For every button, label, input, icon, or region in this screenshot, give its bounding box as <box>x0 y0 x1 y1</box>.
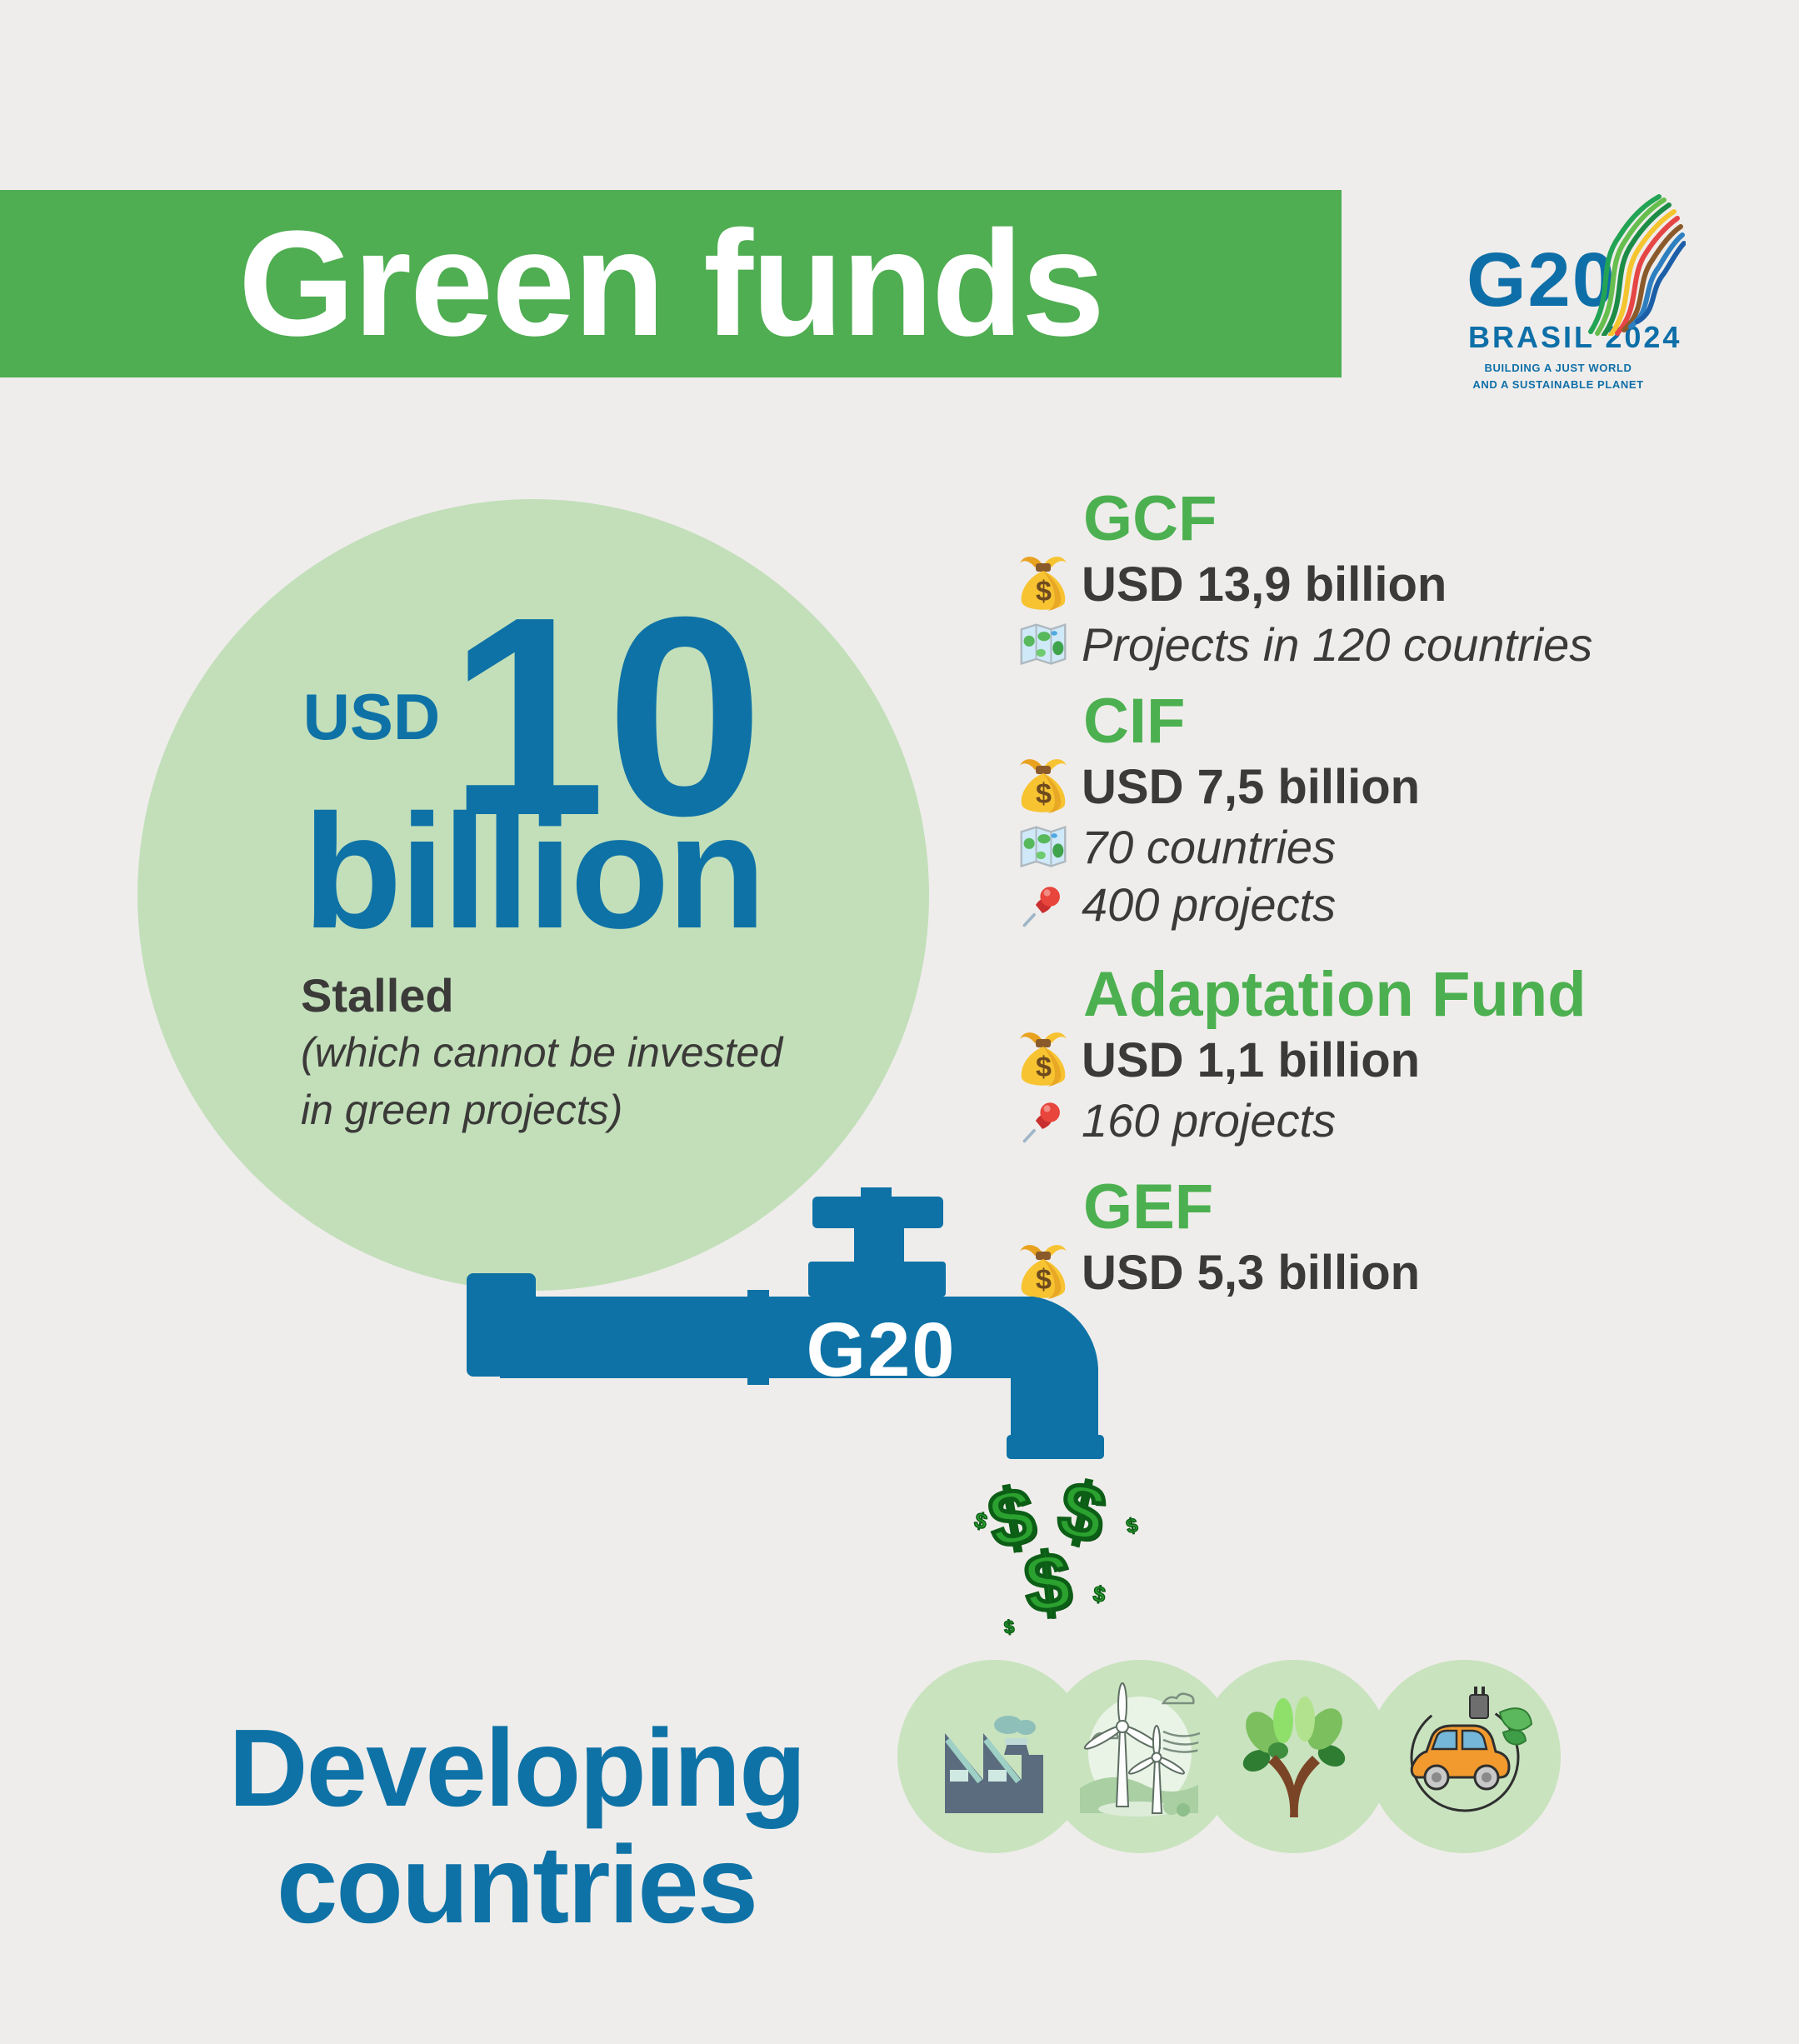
currency-label: USD <box>302 679 441 753</box>
fund-detail-row: 160 projects <box>1012 1093 1746 1147</box>
fund-detail: 400 projects <box>1082 878 1337 931</box>
money-bag-icon: $ <box>1012 554 1074 614</box>
stalled-note: (which cannot be invested in green proje… <box>301 1029 783 1133</box>
recipients-title: Developing countries <box>228 1707 806 1946</box>
dollar-drip-icon: $ <box>1123 1513 1140 1539</box>
logo-title: G20 <box>1467 237 1617 322</box>
fund-amount-row: $ USD 1,1 billion <box>1012 1030 1746 1090</box>
pushpin-icon <box>1012 1097 1074 1145</box>
dollar-drip-icon: $ <box>1018 1532 1077 1632</box>
fund-amount-row: $ USD 13,9 billion <box>1012 554 1746 614</box>
eco-circle-car <box>1367 1660 1561 1853</box>
fund-name: GCF <box>1083 483 1217 554</box>
stalled-amount: USD 10 <box>137 575 929 858</box>
funds-list: GCF $ USD 13,9 billion <box>1012 487 1746 1321</box>
world-map-icon <box>1012 822 1074 872</box>
fund-detail: 70 countries <box>1082 821 1337 873</box>
g20-brasil-logo: G20 BRASIL 2024 BUILDING A JUST WORLD AN… <box>1450 194 1692 433</box>
electric-car-icon <box>1410 1686 1532 1812</box>
world-map-icon <box>1012 620 1074 670</box>
fund-name: Adaptation Fund <box>1083 959 1587 1030</box>
svg-text:$: $ <box>1036 778 1052 810</box>
money-bag-icon: $ <box>1012 757 1074 817</box>
amount-value: 10 <box>448 558 764 875</box>
fund-amount: USD 1,1 billion <box>1082 1032 1421 1087</box>
svg-text:$: $ <box>1036 576 1052 607</box>
fund-amount: USD 13,9 billion <box>1082 557 1447 612</box>
factory-icon <box>945 1716 1043 1813</box>
fund-amount-row: $ USD 5,3 billion <box>1012 1242 1746 1302</box>
logo-subtitle: BRASIL 2024 <box>1468 320 1682 354</box>
fund-detail: Projects in 120 countries <box>1082 618 1593 671</box>
fund-detail-row: 70 countries <box>1012 820 1746 874</box>
pushpin-icon <box>1012 881 1074 929</box>
svg-text:$: $ <box>1036 1264 1052 1296</box>
fund-gef: GEF $ USD 5,3 billion <box>1012 1176 1746 1302</box>
g20-ribbon-swirl-icon <box>1588 194 1686 336</box>
dollar-drip-icon: $ <box>972 1507 991 1535</box>
fund-adaptation-fund: Adaptation Fund $ USD 1,1 billion <box>1012 963 1746 1147</box>
fund-gcf: GCF $ USD 13,9 billion <box>1012 487 1746 672</box>
dollar-drip-icon: $ <box>1002 1616 1016 1638</box>
stalled-label: Stalled <box>301 969 454 1022</box>
header-banner: Green funds <box>0 190 1342 377</box>
stalled-amount-circle: USD 10 billion Stalled (which cannot be … <box>137 499 929 1291</box>
fund-cif: CIF $ USD 7,5 billion <box>1012 690 1746 932</box>
eco-circle-wind <box>1043 1660 1237 1853</box>
fund-detail-row: 400 projects <box>1012 877 1746 932</box>
fund-detail: 160 projects <box>1082 1094 1337 1147</box>
tree-icon <box>1242 1697 1346 1817</box>
dollar-drip-icon: $ <box>1091 1580 1107 1607</box>
page-title: Green funds <box>237 200 1105 367</box>
fund-amount: USD 5,3 billion <box>1082 1245 1421 1300</box>
fund-detail-row: Projects in 120 countries <box>1012 617 1746 672</box>
wind-turbines-icon <box>1080 1682 1202 1817</box>
svg-text:$: $ <box>1036 1052 1052 1083</box>
money-bag-icon: $ <box>1012 1030 1074 1090</box>
logo-tagline: BUILDING A JUST WORLD AND A SUSTAINABLE … <box>1472 362 1644 391</box>
amount-unit: billion <box>302 781 766 962</box>
faucet-g20-label: G20 <box>806 1307 957 1392</box>
eco-circle-tree <box>1197 1660 1391 1853</box>
money-bag-icon: $ <box>1012 1242 1074 1302</box>
fund-amount: USD 7,5 billion <box>1082 759 1421 814</box>
fund-amount-row: $ USD 7,5 billion <box>1012 757 1746 817</box>
fund-name: CIF <box>1083 686 1186 757</box>
fund-name: GEF <box>1083 1172 1214 1242</box>
g20-faucet <box>467 1187 1104 1459</box>
